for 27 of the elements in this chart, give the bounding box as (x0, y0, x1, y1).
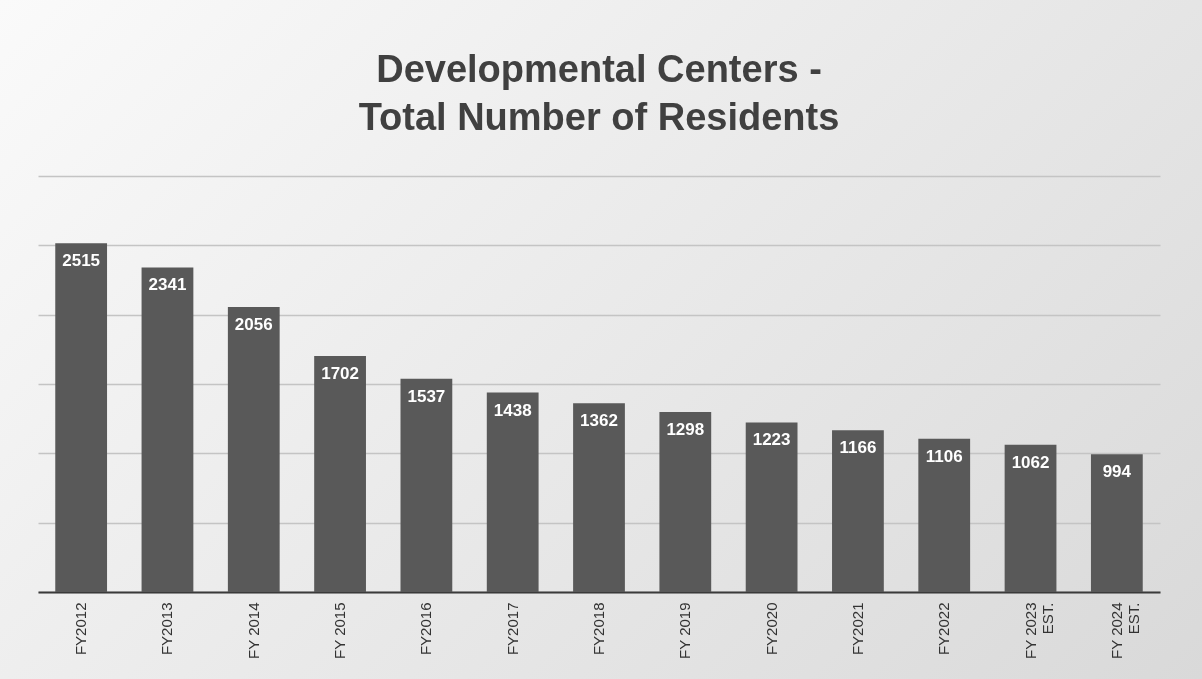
data-label: 1362 (580, 411, 618, 431)
data-label: 1438 (493, 400, 532, 420)
x-tick-label: FY 2023 EST. (1021, 602, 1056, 659)
data-label: 1106 (925, 446, 963, 466)
x-tick-label: FY 2015 (331, 602, 349, 659)
x-tick-label: FY2021 (848, 602, 866, 656)
x-tick-label: FY2020 (762, 602, 780, 656)
x-tick-label: FY2017 (503, 602, 521, 656)
data-label: 994 (1102, 462, 1132, 482)
x-tick-label: FY 2024 EST. (1107, 602, 1142, 659)
data-label: 1223 (752, 430, 791, 450)
x-tick-label: FY 2019 (676, 602, 694, 659)
data-label: 2056 (234, 314, 273, 334)
x-tick-label: FY2016 (417, 602, 435, 656)
data-label: 2515 (62, 251, 101, 271)
data-label: 1537 (407, 386, 446, 406)
chart-title: Developmental Centers - Total Number of Residents (358, 48, 840, 138)
x-tick-label: FY2018 (590, 602, 607, 656)
data-label: 1062 (1011, 452, 1050, 472)
data-label: 1702 (321, 363, 359, 383)
x-tick-label: FY2012 (72, 602, 90, 656)
x-tick-label: FY2022 (935, 602, 953, 656)
data-label: 1298 (666, 420, 705, 440)
x-tick-label: FY 2014 (244, 602, 262, 659)
x-tick-label: FY2013 (158, 602, 176, 656)
data-label: 2341 (148, 275, 187, 295)
data-label: 1166 (839, 438, 877, 458)
